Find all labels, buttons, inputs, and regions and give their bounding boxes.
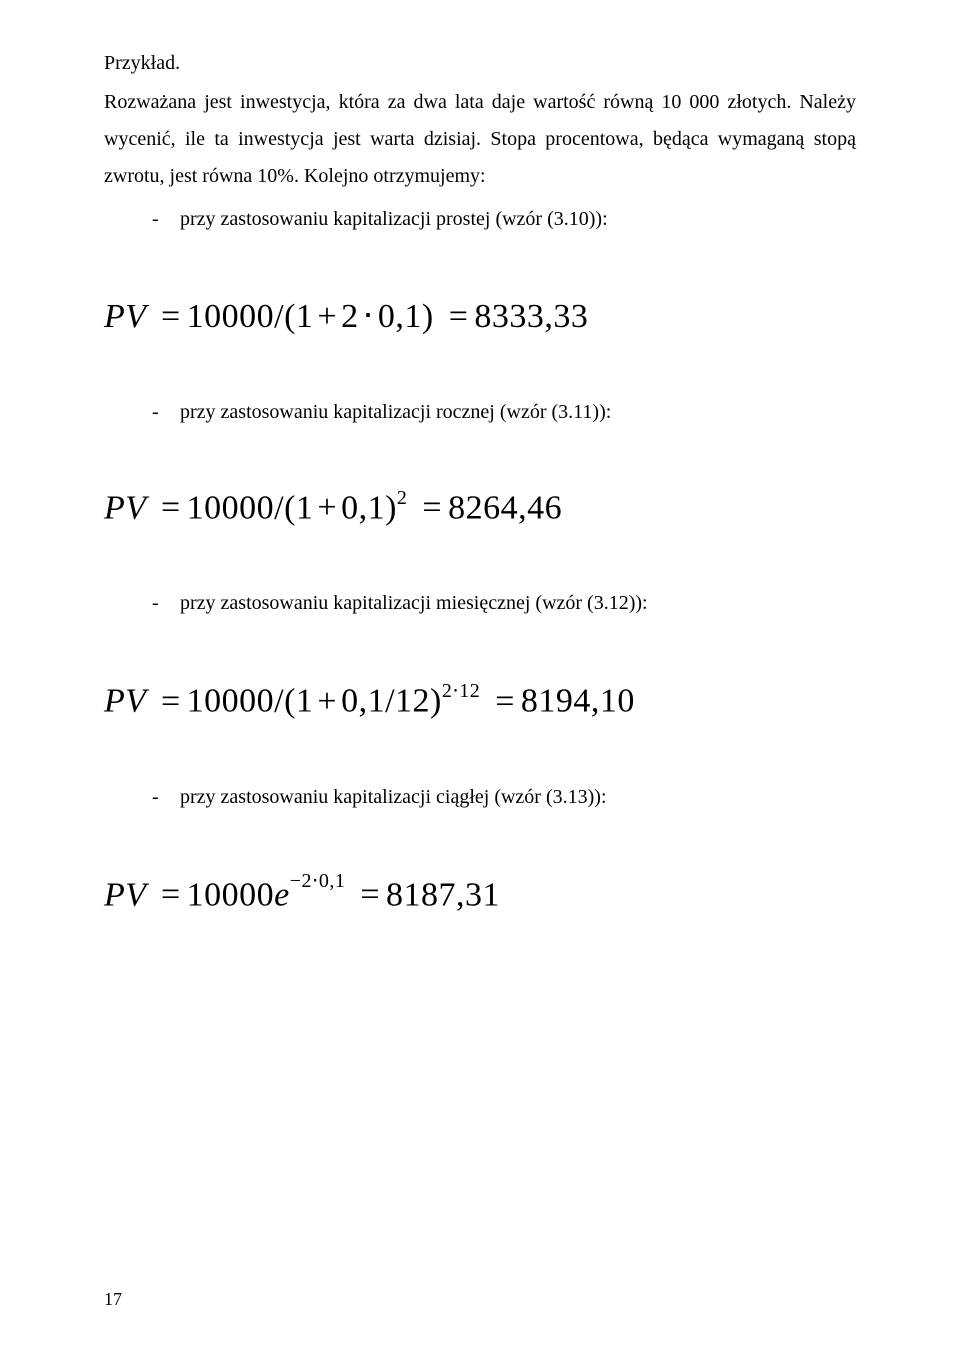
formula-4-e: e <box>274 876 290 913</box>
bullet-4-text: przy zastosowaniu kapitalizacji ciągłej … <box>180 779 607 816</box>
formula-1-close: ) <box>422 298 434 335</box>
bullet-dash: - <box>152 779 180 816</box>
formula-2-rate: 0,1 <box>341 489 385 526</box>
equals-sign: = <box>161 489 181 526</box>
formula-3-open: /( <box>274 683 296 720</box>
formula-1-two: 2 <box>341 298 359 335</box>
formula-1-10000: 10000 <box>187 298 275 335</box>
plus-sign: + <box>317 683 337 720</box>
formula-1-lhs: PV <box>104 298 146 335</box>
formula-3: PV =10000/(1+0,1/12)2⋅12 =8194,10 <box>104 680 856 720</box>
formula-2: PV =10000/(1+0,1)2 =8264,46 <box>104 489 856 527</box>
formula-4: PV =10000e−2⋅0,1 =8187,31 <box>104 874 856 914</box>
formula-4-result: 8187,31 <box>386 876 500 913</box>
bullet-block-2: - przy zastosowaniu kapitalizacji roczne… <box>152 394 856 431</box>
formula-3-exp: 2⋅12 <box>442 680 480 702</box>
formula-3-one: 1 <box>296 683 314 720</box>
bullet-block-1: - przy zastosowaniu kapitalizacji proste… <box>152 201 856 238</box>
formula-1: PV =10000/(1+2⋅0,1) =8333,33 <box>104 296 856 336</box>
formula-2-result: 8264,46 <box>448 489 562 526</box>
formula-3-twelve: 12 <box>395 683 430 720</box>
formula-3-close: ) <box>430 683 442 720</box>
formula-3-lhs: PV <box>104 683 146 720</box>
formula-2-10000: 10000 <box>187 489 275 526</box>
formula-1-result: 8333,33 <box>474 298 588 335</box>
formula-1-one: 1 <box>296 298 314 335</box>
formula-4-lhs: PV <box>104 876 146 913</box>
formula-4-10000: 10000 <box>187 876 275 913</box>
bullet-block-3: - przy zastosowaniu kapitalizacji miesię… <box>152 585 856 622</box>
bullet-2-text: przy zastosowaniu kapitalizacji rocznej … <box>180 394 611 431</box>
formula-3-rate: 0,1 <box>341 683 385 720</box>
bullet-dash: - <box>152 394 180 431</box>
bullet-4: - przy zastosowaniu kapitalizacji ciągłe… <box>152 779 856 816</box>
equals-sign: = <box>161 683 181 720</box>
bullet-1-text: przy zastosowaniu kapitalizacji prostej … <box>180 201 608 238</box>
bullet-dash: - <box>152 585 180 622</box>
dot-sign: ⋅ <box>363 298 374 335</box>
formula-2-one: 1 <box>296 489 314 526</box>
bullet-2: - przy zastosowaniu kapitalizacji roczne… <box>152 394 856 431</box>
formula-2-close: ) <box>385 489 397 526</box>
bullet-dash: - <box>152 201 180 238</box>
equals-sign: = <box>161 876 181 913</box>
plus-sign: + <box>317 298 337 335</box>
formula-2-open: /( <box>274 489 296 526</box>
plus-sign: + <box>317 489 337 526</box>
equals-sign: = <box>449 298 469 335</box>
formula-2-lhs: PV <box>104 489 146 526</box>
bullet-3-text: przy zastosowaniu kapitalizacji miesięcz… <box>180 585 648 622</box>
bullet-1: - przy zastosowaniu kapitalizacji proste… <box>152 201 856 238</box>
bullet-3: - przy zastosowaniu kapitalizacji miesię… <box>152 585 856 622</box>
equals-sign: = <box>161 298 181 335</box>
formula-4-exp: −2⋅0,1 <box>290 870 346 892</box>
example-heading: Przykład. <box>104 45 856 82</box>
formula-1-rate: 0,1 <box>378 298 422 335</box>
formula-1-open: /( <box>274 298 296 335</box>
page-number: 17 <box>104 1289 122 1310</box>
intro-paragraph: Rozważana jest inwestycja, która za dwa … <box>104 84 856 195</box>
formula-2-exp: 2 <box>397 487 408 509</box>
slash-sign: / <box>385 683 395 720</box>
equals-sign: = <box>360 876 380 913</box>
bullet-block-4: - przy zastosowaniu kapitalizacji ciągłe… <box>152 779 856 816</box>
formula-3-result: 8194,10 <box>521 683 635 720</box>
page: Przykład. Rozważana jest inwestycja, któ… <box>0 0 960 1358</box>
formula-3-10000: 10000 <box>187 683 275 720</box>
equals-sign: = <box>422 489 442 526</box>
equals-sign: = <box>495 683 515 720</box>
